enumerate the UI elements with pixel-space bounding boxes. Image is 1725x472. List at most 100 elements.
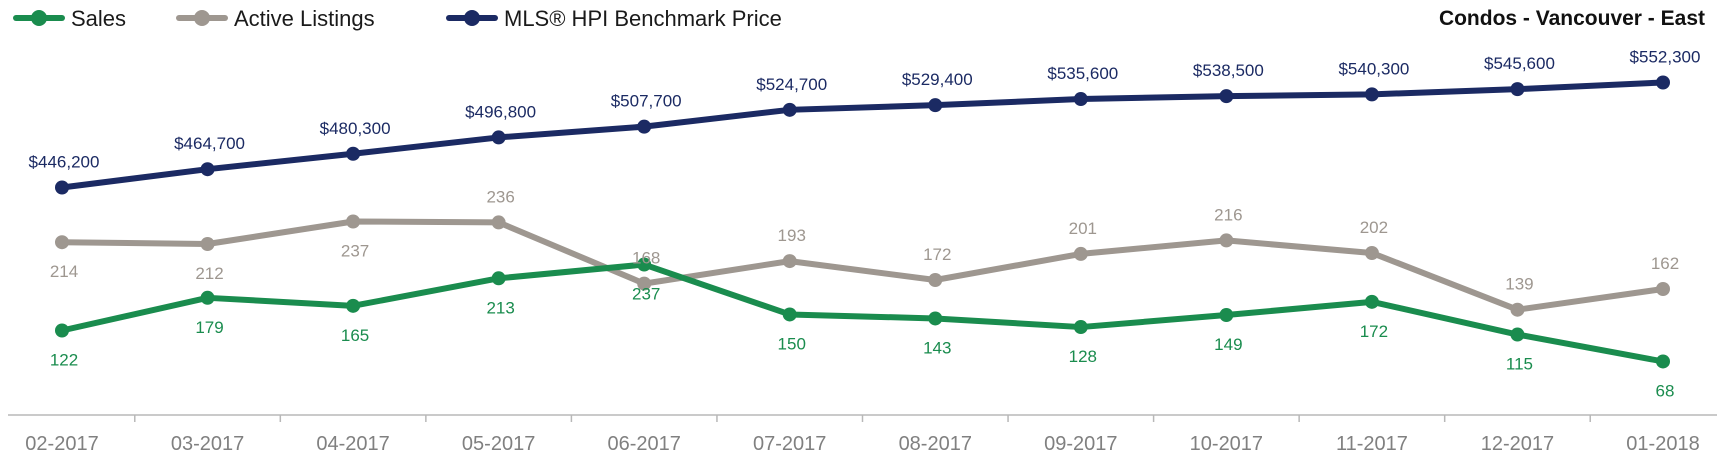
series-line-sales: [59, 261, 1666, 365]
x-tick-label-08-2017: 08-2017: [899, 433, 972, 455]
data-label-sales-7: 128: [1069, 347, 1097, 366]
data-point-active-listings-6: [928, 273, 943, 287]
data-point-sales-7: [1073, 320, 1088, 335]
legend-item-sales: Sales: [13, 6, 126, 31]
data-label-active-listings-3: 236: [486, 187, 514, 206]
data-label-mls-hpi-benchmark-price-11: $552,300: [1630, 48, 1701, 67]
data-label-active-listings-2: 237: [341, 242, 369, 261]
data-label-sales-5: 150: [778, 334, 806, 353]
data-point-active-listings-10: [1510, 302, 1525, 317]
data-point-sales-9: [1364, 294, 1379, 309]
data-label-mls-hpi-benchmark-price-8: $538,500: [1193, 61, 1264, 80]
series-active-listings: [55, 214, 1670, 317]
data-label-active-listings-0: 214: [50, 262, 78, 281]
data-label-active-listings-10: 139: [1505, 275, 1533, 294]
x-tick-label-11-2017: 11-2017: [1336, 433, 1408, 455]
data-label-sales-4: 237: [632, 285, 660, 304]
data-point-sales-8: [1219, 308, 1234, 323]
data-point-mls-hpi-benchmark-price-8: [1219, 89, 1234, 104]
data-point-mls-hpi-benchmark-price-7: [1073, 92, 1088, 107]
data-label-sales-9: 172: [1360, 322, 1388, 341]
data-label-active-listings-6: 172: [923, 245, 951, 264]
data-point-active-listings-11: [1656, 282, 1670, 296]
data-label-sales-1: 179: [195, 318, 223, 337]
x-axis: 02-2017 03-2017 04-2017 05-2017 06-2017 07-20…: [8, 414, 1717, 455]
data-label-mls-hpi-benchmark-price-9: $540,300: [1338, 59, 1409, 78]
legend-label-mls-hpi-benchmark-price: MLS® HPI Benchmark Price: [504, 6, 782, 31]
data-point-mls-hpi-benchmark-price-4: [637, 119, 652, 134]
data-point-active-listings-5: [782, 254, 797, 269]
x-tick-label-04-2017: 04-2017: [316, 433, 389, 455]
data-point-mls-hpi-benchmark-price-1: [200, 162, 215, 177]
legend-swatch-marker: [194, 10, 210, 26]
data-point-mls-hpi-benchmark-price-2: [346, 146, 361, 161]
x-tick-label-07-2017: 07-2017: [753, 433, 826, 455]
data-label-active-listings-7: 201: [1069, 219, 1097, 238]
data-point-active-listings-2: [346, 214, 361, 229]
data-label-sales-2: 165: [341, 326, 369, 345]
data-label-sales-8: 149: [1214, 335, 1242, 354]
series-sales: [55, 257, 1670, 369]
x-tick-label-03-2017: 03-2017: [171, 433, 244, 455]
data-label-active-listings-11: 162: [1651, 254, 1679, 273]
series-mls-hpi-benchmark-price: [55, 75, 1670, 195]
data-label-active-listings-1: 212: [195, 264, 223, 283]
data-label-mls-hpi-benchmark-price-5: $524,700: [756, 75, 827, 94]
data-label-active-listings-5: 193: [778, 226, 806, 245]
data-point-sales-0: [55, 323, 69, 338]
x-tick-label-05-2017: 05-2017: [462, 433, 535, 455]
data-point-active-listings-0: [55, 235, 69, 250]
data-point-sales-3: [491, 271, 506, 286]
legend-label-active-listings: Active Listings: [234, 6, 375, 31]
data-point-mls-hpi-benchmark-price-10: [1510, 82, 1525, 97]
data-point-sales-1: [200, 290, 215, 305]
series-line-mls-hpi-benchmark-price: [59, 79, 1666, 191]
data-point-mls-hpi-benchmark-price-9: [1364, 87, 1379, 102]
data-point-active-listings-7: [1073, 246, 1088, 261]
data-point-mls-hpi-benchmark-price-11: [1656, 75, 1670, 90]
data-label-sales-10: 115: [1506, 355, 1533, 374]
legend-swatch-marker: [31, 10, 47, 26]
data-label-mls-hpi-benchmark-price-0: $446,200: [29, 153, 100, 172]
data-point-sales-4: [637, 257, 652, 272]
chart-title: Condos - Vancouver - East: [1439, 7, 1705, 30]
data-label-mls-hpi-benchmark-price-1: $464,700: [174, 134, 245, 153]
data-point-sales-10: [1510, 327, 1525, 342]
series-line-active-listings: [59, 218, 1666, 313]
x-tick-label-02-2017: 02-2017: [25, 433, 98, 455]
data-point-sales-5: [782, 307, 797, 322]
data-label-sales-6: 143: [923, 338, 951, 357]
x-tick-label-06-2017: 06-2017: [607, 433, 680, 455]
data-point-active-listings-8: [1219, 233, 1234, 248]
data-point-active-listings-9: [1364, 246, 1379, 260]
data-label-sales-3: 213: [486, 298, 514, 317]
data-label-sales-11: 68: [1656, 381, 1675, 400]
data-label-active-listings-4: 168: [632, 249, 660, 268]
x-tick-label-10-2017: 10-2017: [1190, 433, 1263, 455]
data-label-active-listings-9: 202: [1360, 218, 1388, 237]
data-label-mls-hpi-benchmark-price-4: $507,700: [611, 92, 682, 111]
data-point-active-listings-1: [200, 237, 215, 251]
legend-item-mls-hpi-benchmark-price: MLS® HPI Benchmark Price: [446, 6, 782, 31]
data-labels: 214 212 237 236 168 193 172 201 216 202 139 162 122 1…: [29, 48, 1701, 401]
data-point-sales-2: [346, 298, 361, 313]
data-label-mls-hpi-benchmark-price-3: $496,800: [465, 102, 536, 121]
legend-label-sales: Sales: [71, 6, 126, 31]
data-point-active-listings-4: [637, 276, 652, 291]
x-tick-label-01-2018: 01-2018: [1626, 433, 1699, 455]
data-point-sales-6: [928, 311, 943, 326]
data-label-mls-hpi-benchmark-price-6: $529,400: [902, 70, 973, 89]
data-label-mls-hpi-benchmark-price-2: $480,300: [320, 119, 391, 138]
legend-swatch-marker: [464, 10, 480, 26]
data-point-mls-hpi-benchmark-price-0: [55, 180, 69, 195]
data-point-active-listings-3: [491, 215, 506, 230]
legend-item-active-listings: Active Listings: [176, 6, 375, 31]
data-point-mls-hpi-benchmark-price-3: [491, 130, 506, 145]
data-point-mls-hpi-benchmark-price-6: [928, 98, 943, 113]
x-tick-label-12-2017: 12-2017: [1481, 433, 1554, 455]
data-point-mls-hpi-benchmark-price-5: [782, 102, 797, 117]
data-label-mls-hpi-benchmark-price-10: $545,600: [1484, 54, 1555, 73]
data-label-sales-0: 122: [50, 351, 78, 370]
data-label-active-listings-8: 216: [1214, 205, 1242, 224]
